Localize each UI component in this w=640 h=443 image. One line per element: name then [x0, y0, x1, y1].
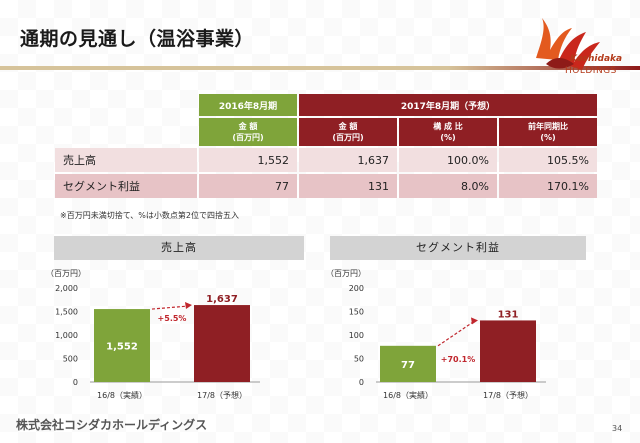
page-number: 34: [612, 424, 623, 433]
growth-arrow: [437, 320, 475, 347]
y-tick-label: 2,000: [55, 284, 78, 293]
bar: [194, 305, 250, 382]
subheader-yoy: 前年同期比 (%): [499, 118, 597, 146]
x-tick-label: 17/8（予想）: [483, 390, 533, 400]
sales-bar-chart: 0 500 1,000 1,500 2,000 1,552 16/8（実績） 1,637 17/…: [55, 284, 260, 400]
row-label-sales: 売上高: [55, 148, 197, 172]
x-tick-label: 16/8（実績）: [383, 390, 433, 400]
sales-2017: 1,637: [299, 148, 397, 172]
profit-ratio: 8.0%: [399, 174, 497, 198]
table-row: 売上高 1,552 1,637 100.0% 105.5%: [55, 148, 597, 172]
sales-ratio: 100.0%: [399, 148, 497, 172]
y-tick-label: 1,000: [55, 331, 78, 340]
growth-arrowhead: [471, 317, 478, 325]
profit-yoy: 170.1%: [499, 174, 597, 198]
growth-annotation: +5.5%: [158, 314, 187, 323]
x-tick-label: 17/8（予想）: [197, 390, 247, 400]
bar-value-label: 131: [498, 309, 519, 320]
sales-2016: 1,552: [199, 148, 297, 172]
bar: [480, 320, 536, 382]
y-tick-label: 1,500: [55, 308, 78, 317]
subheader-amount-2017: 金 額 (百万円): [299, 118, 397, 146]
table-footnote: ※百万円未満切捨て、%は小数点第2位で四捨五入: [60, 211, 239, 220]
company-footer: 株式会社コシダカホールディングス: [16, 418, 208, 432]
koshidaka-logo: [536, 18, 600, 70]
y-tick-label: 500: [63, 355, 78, 364]
header-2017: 2017年8月期（予想）: [299, 94, 597, 116]
growth-annotation: +70.1%: [441, 355, 475, 364]
sales-yoy: 105.5%: [499, 148, 597, 172]
x-tick-label: 16/8（実績）: [97, 390, 147, 400]
y-tick-label: 50: [354, 355, 364, 364]
logo-brand-name: Koshidaka: [570, 54, 623, 64]
y-tick-label: 100: [349, 331, 364, 340]
growth-arrowhead: [185, 302, 192, 310]
logo-brand-sub: HOLDINGS: [565, 66, 617, 76]
profit-panel-title: セグメント利益: [330, 236, 586, 260]
header-2016: 2016年8月期: [199, 94, 297, 116]
growth-arrow: [151, 305, 189, 310]
row-label-profit: セグメント利益: [55, 174, 197, 198]
slide-title: 通期の見通し（温浴事業）: [20, 28, 255, 50]
bar: [94, 309, 150, 382]
profit-bar-chart: 0 50 100 150 200 77 16/8（実績） 131 17/8（予想） +70.1%: [349, 284, 546, 400]
y-tick-label: 0: [73, 378, 78, 387]
y-tick-label: 0: [359, 378, 364, 387]
bar-value-label: 1,552: [106, 342, 138, 353]
subheader-ratio: 構 成 比 (%): [399, 118, 497, 146]
forecast-table: 2016年8月期 2017年8月期（予想） 金 額 (百万円) 金 額 (百万円) …: [53, 92, 599, 200]
sales-panel-title: 売上高: [54, 236, 304, 260]
y-tick-label: 200: [349, 284, 364, 293]
profit-2017: 131: [299, 174, 397, 198]
bar-value-label: 1,637: [206, 294, 238, 305]
bar-value-label: 77: [401, 360, 415, 371]
subheader-amount-2016: 金 額 (百万円): [199, 118, 297, 146]
profit-unit-label: （百万円）: [326, 269, 366, 278]
title-underline: [0, 66, 640, 70]
y-tick-label: 150: [349, 308, 364, 317]
profit-2016: 77: [199, 174, 297, 198]
bar: [380, 345, 436, 382]
sales-unit-label: （百万円）: [46, 269, 86, 278]
table-row: セグメント利益 77 131 8.0% 170.1%: [55, 174, 597, 198]
